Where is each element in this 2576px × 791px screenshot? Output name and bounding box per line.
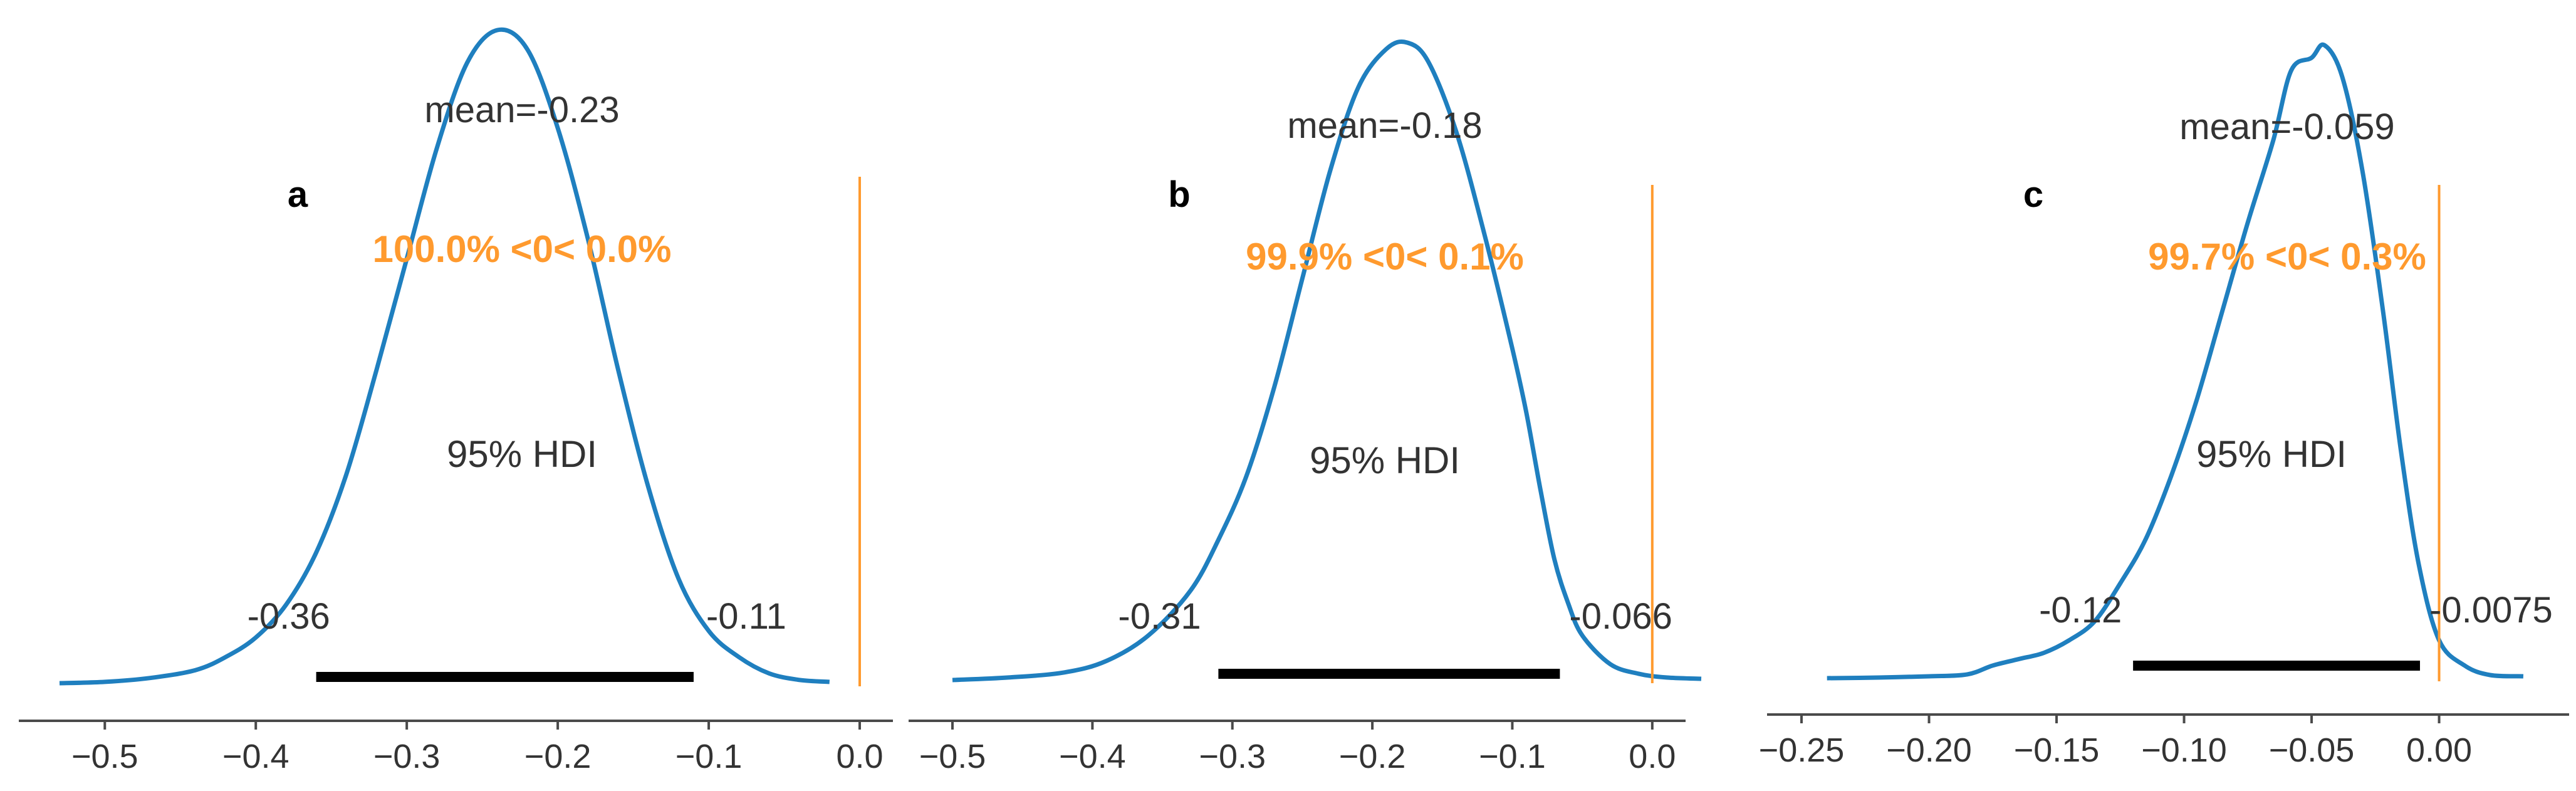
reference-probability-label: 99.9% <0< 0.1%	[1246, 236, 1524, 278]
x-axis-ticks: −0.25 −0.20 −0.15 −0.10 −0.05 0.00	[1759, 715, 2472, 769]
panel-letter: c	[2023, 174, 2043, 215]
mean-label: mean=-0.059	[2179, 107, 2394, 147]
x-tick-label: −0.05	[2269, 731, 2355, 769]
reference-probability-label: 99.7% <0< 0.3%	[2148, 236, 2426, 278]
hdi-lower-label: -0.12	[2039, 590, 2122, 631]
x-tick-label: −0.25	[1759, 731, 1845, 769]
hdi-label: 95% HDI	[2196, 433, 2347, 475]
x-tick-label: −0.3	[1199, 738, 1266, 775]
x-tick-label: −0.2	[1339, 738, 1406, 775]
panel-c: −0.25 −0.20 −0.15 −0.10 −0.05 0.00 c mean=-0.…	[1759, 42, 2569, 769]
mean-label: mean=-0.23	[424, 90, 619, 130]
hdi-upper-label: -0.11	[706, 596, 786, 637]
x-tick-label: 0.00	[2406, 731, 2472, 769]
x-tick-label: −0.3	[373, 738, 441, 775]
posterior-density-curve	[1827, 42, 2524, 681]
x-tick-label: 0.0	[836, 738, 883, 775]
reference-probability-label: 100.0% <0< 0.0%	[372, 228, 671, 270]
panel-b: −0.5 −0.4 −0.3 −0.2 −0.1 0.0 b mean=-0.18 99.…	[909, 39, 1702, 775]
hdi-lower-label: -0.31	[1118, 596, 1201, 637]
panel-letter: b	[1168, 174, 1190, 215]
x-tick-label: −0.2	[524, 738, 592, 775]
hdi-lower-label: -0.36	[248, 596, 330, 637]
x-tick-label: −0.5	[919, 738, 986, 775]
hdi-upper-label: -0.0075	[2429, 590, 2553, 631]
panel-a: −0.5 −0.4 −0.3 −0.2 −0.1 0.0 a mean=-0.23 100…	[19, 27, 893, 775]
x-tick-label: −0.4	[1059, 738, 1126, 775]
x-tick-label: −0.10	[2141, 731, 2227, 769]
x-tick-label: −0.5	[71, 738, 138, 775]
hdi-label: 95% HDI	[447, 433, 597, 475]
x-axis-ticks: −0.5 −0.4 −0.3 −0.2 −0.1 0.0	[919, 721, 1676, 775]
x-axis-ticks: −0.5 −0.4 −0.3 −0.2 −0.1 0.0	[71, 721, 884, 775]
x-tick-label: −0.1	[675, 738, 743, 775]
x-tick-label: −0.15	[2014, 731, 2100, 769]
x-tick-label: −0.20	[1886, 731, 1972, 769]
panel-letter: a	[288, 174, 308, 215]
x-tick-label: −0.4	[222, 738, 289, 775]
posterior-density-curve	[59, 27, 830, 686]
hdi-upper-label: -0.066	[1569, 596, 1672, 637]
mean-label: mean=-0.18	[1287, 105, 1482, 146]
hdi-label: 95% HDI	[1310, 439, 1460, 481]
posterior-density-curve	[952, 39, 1702, 683]
x-tick-label: −0.1	[1479, 738, 1546, 775]
x-tick-label: 0.0	[1629, 738, 1676, 775]
